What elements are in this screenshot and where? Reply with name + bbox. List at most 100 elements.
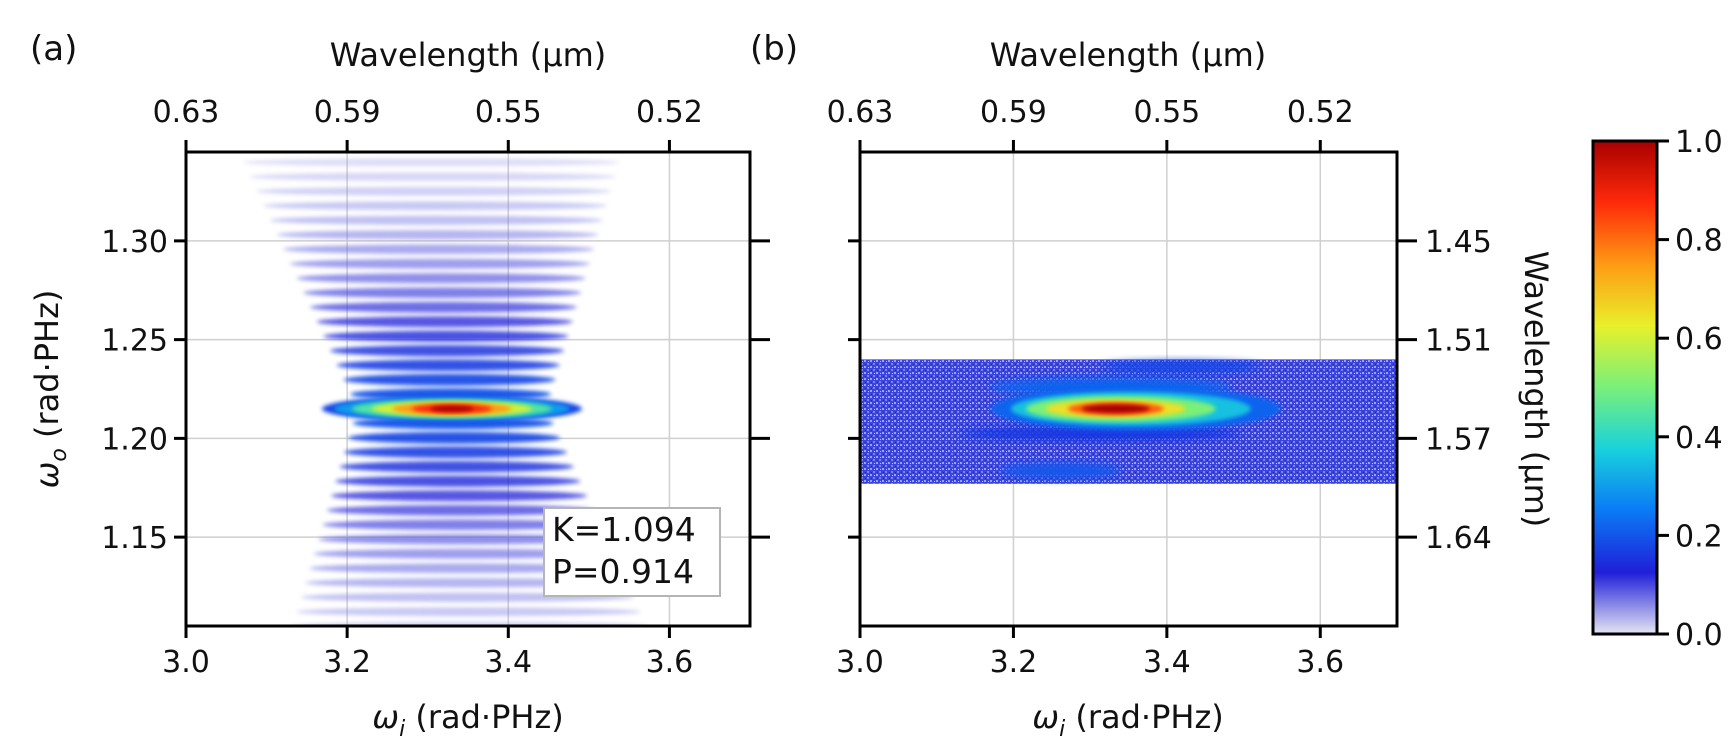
panel-a-x-ticks: 3.0 3.2 3.4 3.6 [162,626,693,680]
fringe [303,287,582,298]
top-tick-label: 0.63 [153,95,220,130]
panel-b: (b) Wavelength (μm) 3.0 3.2 3.4 3.6 0.63 0.5… [750,29,1555,742]
panel-b-right-ylabel: Wavelength (μm) [1517,251,1555,528]
annotation-box: K=1.094 P=0.914 [543,507,721,597]
colorbar-tick-label: 0.6 [1675,322,1723,357]
panel-b-xlabel-unit: (rad·PHz) [1065,698,1224,736]
fringe [318,534,608,545]
side-lobe-top [1100,360,1261,373]
fringe [343,373,556,386]
annotation-box-frame [543,507,721,597]
fringe [316,316,573,328]
right-tick-label: 1.51 [1425,324,1492,359]
top-tick-label: 0.63 [827,95,894,130]
panel-b-heatmap [860,359,1397,484]
x-tick-label: 3.4 [1143,645,1191,680]
x-tick-label: 3.6 [1296,645,1344,680]
panel-a-ylabel-sub: o [47,448,72,461]
x-tick-label: 3.2 [323,645,371,680]
fringe [256,186,612,196]
panel-b-frame [858,150,1399,628]
panel-a-ylabel: ωo (rad·PHz) [28,290,72,489]
fringe [263,201,608,211]
panel-b-top-xlabel: Wavelength (μm) [990,36,1267,74]
x-tick-label: 3.0 [162,645,210,680]
fringe [223,115,633,123]
main-lobe [1081,404,1150,414]
top-tick-label: 0.55 [1133,95,1200,130]
x-tick-label: 3.2 [990,645,1038,680]
panel-a-top-xlabel: Wavelength (μm) [330,36,607,74]
annotation-k: K=1.094 [552,510,696,549]
x-tick-label: 3.0 [836,645,884,680]
fringe [296,273,586,284]
top-tick-label: 0.55 [475,95,542,130]
fringe [216,101,637,108]
panel-a-xlabel: ωi (rad·PHz) [372,698,563,742]
annotation-p: P=0.914 [552,552,694,591]
y-tick-label: 1.30 [101,225,168,260]
fringe [331,490,588,502]
fringe [335,475,581,487]
panel-a-xlabel-symbol: ω [372,698,399,736]
panel-b-right-ticks: 1.64 1.57 1.51 1.45 [848,225,1492,556]
colorbar: 0.0 0.2 0.4 0.6 0.8 1.0 [1591,125,1723,653]
panel-a-heatmap [209,86,674,688]
fringe [309,301,577,313]
top-tick-label: 0.59 [314,95,381,130]
colorbar-tick-label: 0.0 [1675,618,1723,653]
panel-a-frame [184,150,752,628]
fringe [336,359,560,372]
fringe [348,431,561,444]
colorbar-tick-label: 0.4 [1675,421,1723,456]
colorbar-tick-label: 0.8 [1675,224,1723,259]
y-tick-label: 1.15 [101,521,168,556]
fringe [330,345,565,357]
colorbar-gradient [1593,141,1657,634]
fringe [276,229,599,240]
top-tick-label: 0.59 [980,95,1047,130]
panel-a-ylabel-unit: (rad·PHz) [28,290,66,449]
fringe [309,563,621,574]
side-lobe-lower [960,426,1241,441]
y-tick-label: 1.25 [101,324,168,359]
x-tick-label: 3.4 [484,645,532,680]
fringe [343,446,567,459]
top-tick-label: 0.52 [1287,95,1354,130]
fringe [313,548,614,559]
fringe [269,215,603,225]
panel-a-xlabel-sub: i [399,717,405,742]
fringe [326,504,594,516]
main-lobe [429,405,474,412]
fringe [242,158,620,167]
fringe [283,244,595,255]
panel-a: (a) Wavelength (μm) 3.0 3.2 3.4 3.6 0.63 0.5… [28,29,770,742]
colorbar-tick-label: 1.0 [1675,125,1723,160]
panel-b-xlabel: ωi (rad·PHz) [1032,698,1223,742]
panel-a-label: (a) [30,29,77,69]
right-tick-label: 1.57 [1425,422,1492,457]
colorbar-frame [1591,139,1659,636]
fringe [288,636,654,645]
fringe [249,172,616,182]
colorbar-tick-label: 0.2 [1675,519,1723,554]
fringe [209,86,641,93]
panel-a-ylabel-symbol: ω [28,462,66,489]
top-tick-label: 0.52 [636,95,703,130]
fringe [296,607,641,617]
colorbar-ticks: 0.0 0.2 0.4 0.6 0.8 1.0 [1657,125,1723,653]
side-lobe-bottom [1000,462,1121,479]
fringe [275,680,674,688]
panel-b-xlabel-symbol: ω [1032,698,1059,736]
fringe [230,129,629,137]
fringe [289,258,590,269]
x-tick-label: 3.6 [646,645,694,680]
panel-a-top-ticks: 0.63 0.59 0.55 0.52 [153,95,703,152]
panel-a-xlabel-unit: (rad·PHz) [405,698,564,736]
panel-b-top-ticks: 0.63 0.59 0.55 0.52 [827,95,1354,152]
y-tick-label: 1.20 [101,422,168,457]
panel-b-x-ticks: 3.0 3.2 3.4 3.6 [836,626,1344,680]
fringe [323,330,569,342]
fringe [322,519,601,530]
